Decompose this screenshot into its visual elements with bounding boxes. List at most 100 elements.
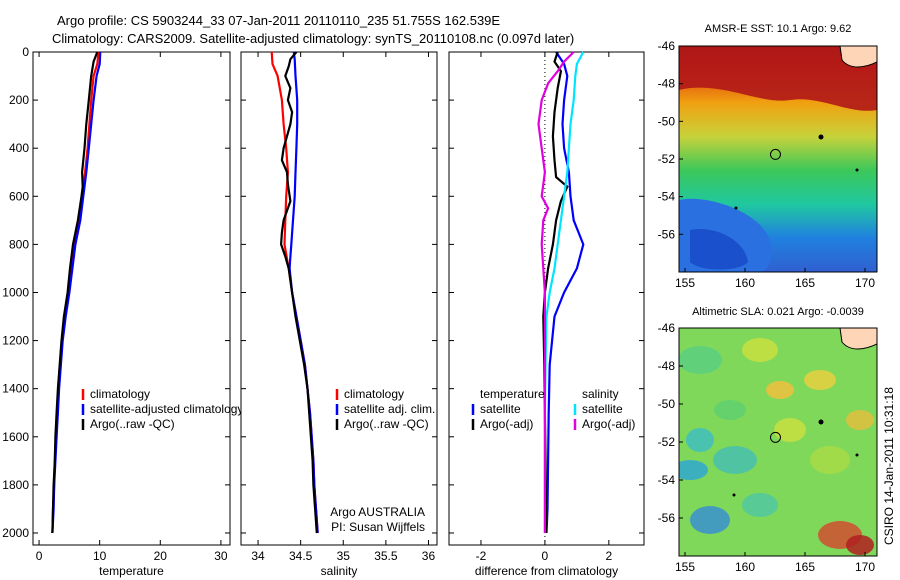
map-x-tick-label: 160 <box>735 276 755 290</box>
map-x-tick-label: 165 <box>795 276 815 290</box>
sst-map: AMSR-E SST: 10.1 Argo: 9.62 155 160 165 170… <box>658 23 878 290</box>
legend-entry: satellite adj. clim. <box>344 402 435 416</box>
y-tick-label: 200 <box>9 93 29 107</box>
temperature-panel-xlabel: temperature <box>99 564 164 578</box>
sla-anomaly-blob <box>742 338 778 362</box>
salinity-panel-xlabel: salinity <box>321 564 358 578</box>
sla-map-title: Altimetric SLA: 0.021 Argo: -0.0039 <box>692 306 864 318</box>
map-y-tick-label: -50 <box>658 114 676 128</box>
map-y-tick-label: -46 <box>658 39 676 53</box>
sla-anomaly-blob <box>713 446 757 474</box>
sla-anomaly-blob <box>810 446 850 474</box>
island-marker <box>855 453 859 457</box>
legend-entry: climatology <box>344 387 404 401</box>
sla-anomalies <box>679 338 874 555</box>
map-y-tick-label: -54 <box>658 190 676 204</box>
argo-position-marker <box>769 431 781 443</box>
figure-title-line1: Argo profile: CS 5903244_33 07-Jan-2011 … <box>57 13 500 28</box>
sla-map: Altimetric SLA: 0.021 Argo: -0.0039 155 1… <box>658 306 878 574</box>
legend-entry: satellite-adjusted climatology <box>90 402 243 416</box>
x-tick-label: 34 <box>251 549 265 563</box>
map-y-tick-label: -52 <box>658 435 676 449</box>
series-argo-raw-qc <box>279 51 318 534</box>
map-x-tick-label: 160 <box>735 560 755 574</box>
series-temperature-satellite <box>545 51 585 534</box>
sla-anomaly-blob <box>766 381 794 399</box>
map-y-tick-label: -54 <box>658 473 676 487</box>
legend-entry: Argo(..raw -QC) <box>90 417 175 431</box>
map-x-tick-label: 165 <box>795 560 815 574</box>
float-annotation: Argo AUSTRALIA <box>330 505 425 519</box>
sla-anomaly-blob <box>846 410 874 430</box>
sla-anomaly-blob <box>686 428 714 452</box>
y-tick-label: 0 <box>22 45 29 59</box>
coastline-new-zealand <box>839 328 877 350</box>
sla-anomaly-blob <box>714 400 746 420</box>
sst-cold-core <box>690 229 748 270</box>
csiro-timestamp: CSIRO 14-Jan-2011 10:31:18 <box>882 387 896 545</box>
sst-warm-region <box>679 46 877 111</box>
island-marker <box>734 206 738 210</box>
map-x-tick-label: 170 <box>855 560 875 574</box>
island-marker <box>818 419 824 425</box>
map-x-tick-label: 155 <box>675 560 695 574</box>
sla-anomaly-blob <box>679 460 708 480</box>
legend-entry: climatology <box>90 387 150 401</box>
y-tick-label: 1000 <box>2 285 29 299</box>
sla-map-ticks: 155 160 165 170 -46 -48 -50 -52 -54 -56 <box>658 321 876 574</box>
legend-entry: Argo(..raw -QC) <box>344 417 429 431</box>
series-salinity-argo-adj <box>537 51 575 533</box>
x-tick-label: -2 <box>476 549 487 563</box>
salinity-panel: 34 34.5 35 35.5 36 salinity climatologysatelli… <box>240 51 438 578</box>
float-annotation: PI: Susan Wijffels <box>331 520 425 534</box>
argo-position-marker <box>769 148 781 160</box>
map-y-tick-label: -46 <box>658 321 676 335</box>
x-tick-label: 2 <box>605 549 612 563</box>
sst-map-title: AMSR-E SST: 10.1 Argo: 9.62 <box>705 23 852 35</box>
coastline-new-zealand <box>839 46 877 68</box>
legend-entry: Argo(-adj) <box>582 417 635 431</box>
y-tick-label: 800 <box>9 237 29 251</box>
map-y-tick-label: -48 <box>658 77 676 91</box>
x-tick-label: 36 <box>422 549 436 563</box>
y-tick-label: 600 <box>9 189 29 203</box>
temperature-panel: 0 10 20 30 temperature 0 200 400 600 800 1000 1200 1… <box>2 45 243 578</box>
x-tick-label: 20 <box>154 549 168 563</box>
sla-anomaly-blob <box>742 493 778 517</box>
x-tick-label: 10 <box>93 549 107 563</box>
sla-anomaly-blob <box>804 370 836 390</box>
sla-anomaly-blob <box>846 535 874 555</box>
island-marker <box>732 493 736 497</box>
map-y-tick-label: -56 <box>658 511 676 525</box>
x-tick-label: 0 <box>36 549 43 563</box>
map-x-tick-label: 155 <box>675 276 695 290</box>
map-y-tick-label: -52 <box>658 152 676 166</box>
legend-entry: satellite <box>480 402 521 416</box>
y-tick-label: 2000 <box>2 526 29 540</box>
x-tick-label: 0 <box>542 549 549 563</box>
y-tick-label: 1600 <box>2 430 29 444</box>
salinity-panel-frame <box>240 51 438 546</box>
island-marker <box>818 134 824 140</box>
y-tick-label: 1200 <box>2 334 29 348</box>
series-argo-raw-qc <box>51 51 99 534</box>
legend-entry: Argo(-adj) <box>480 417 533 431</box>
y-tick-label: 1800 <box>2 478 29 492</box>
island-marker <box>855 168 859 172</box>
x-tick-label: 35.5 <box>374 549 398 563</box>
legend-temperature-title: temperature <box>480 387 545 401</box>
sst-map-ticks: 155 160 165 170 -46 -48 -50 -52 -54 -56 <box>658 39 876 290</box>
y-tick-label: 1400 <box>2 382 29 396</box>
x-tick-label: 30 <box>214 549 228 563</box>
legend-entry: satellite <box>582 402 623 416</box>
sla-anomaly-blob <box>679 346 722 374</box>
temperature-panel-frame <box>32 51 231 546</box>
map-y-tick-label: -56 <box>658 227 676 241</box>
sla-anomaly-blob <box>774 418 806 442</box>
x-tick-label: 34.5 <box>289 549 313 563</box>
legend-salinity-title: salinity <box>582 387 619 401</box>
map-x-tick-label: 170 <box>855 276 875 290</box>
y-tick-label: 400 <box>9 141 29 155</box>
